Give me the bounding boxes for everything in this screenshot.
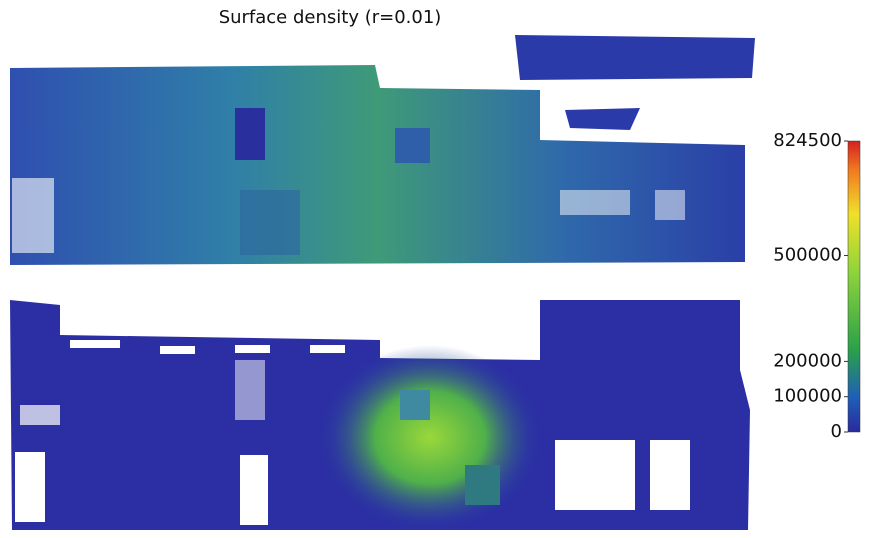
title: Surface density (r=0.01) [219,7,442,28]
colorbar-tick-label: 500000 [773,245,842,266]
lower-point-cloud [10,300,750,530]
colorbar [848,141,860,432]
colorbar-tick-label: 100000 [773,386,842,407]
colorbar-tick-label: 0 [831,421,842,442]
upper-point-cloud [10,35,755,265]
colorbar-tick-label: 824500 [773,130,842,151]
colorbar-tick-label: 200000 [773,350,842,371]
figure: Surface density (r=0.01) 0 100000 200000 50… [0,0,870,538]
page: Surface density (r=0.01) 0 100000 200000 50… [0,0,870,538]
